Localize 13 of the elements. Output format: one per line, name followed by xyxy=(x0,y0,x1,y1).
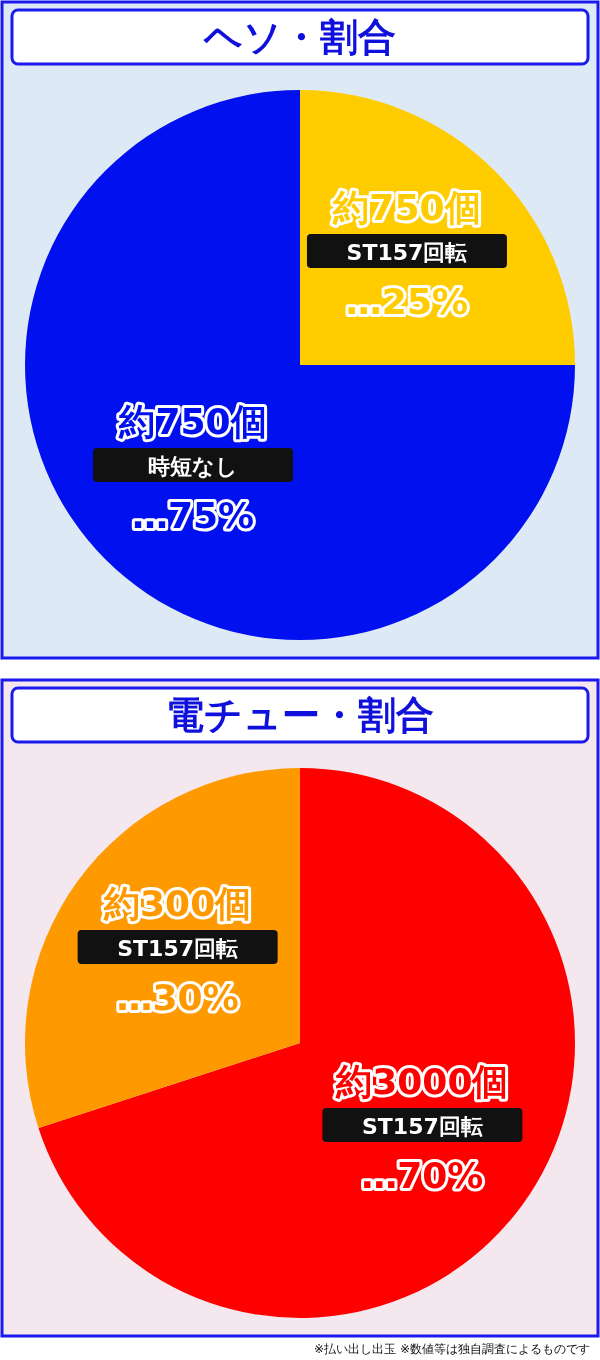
slice-label: ST157回転 xyxy=(346,240,468,266)
chart-title: 電チュー・割合 xyxy=(166,693,434,737)
data-label: …75% xyxy=(131,494,255,536)
data-label: …25% xyxy=(345,281,469,323)
slice-label: ST157回転 xyxy=(117,936,239,962)
data-label: …70% xyxy=(361,1154,484,1196)
slice-label: 時短なし xyxy=(148,453,239,479)
pie-slice xyxy=(25,90,575,640)
chart-title: ヘソ・割合 xyxy=(203,15,396,59)
text: ※払い出し出玉 ※数値等は独自調査によるものです xyxy=(314,1342,590,1356)
data-label: …30% xyxy=(116,977,239,1019)
slice-label: ST157回転 xyxy=(361,1113,483,1139)
pie-slice xyxy=(38,768,575,1318)
